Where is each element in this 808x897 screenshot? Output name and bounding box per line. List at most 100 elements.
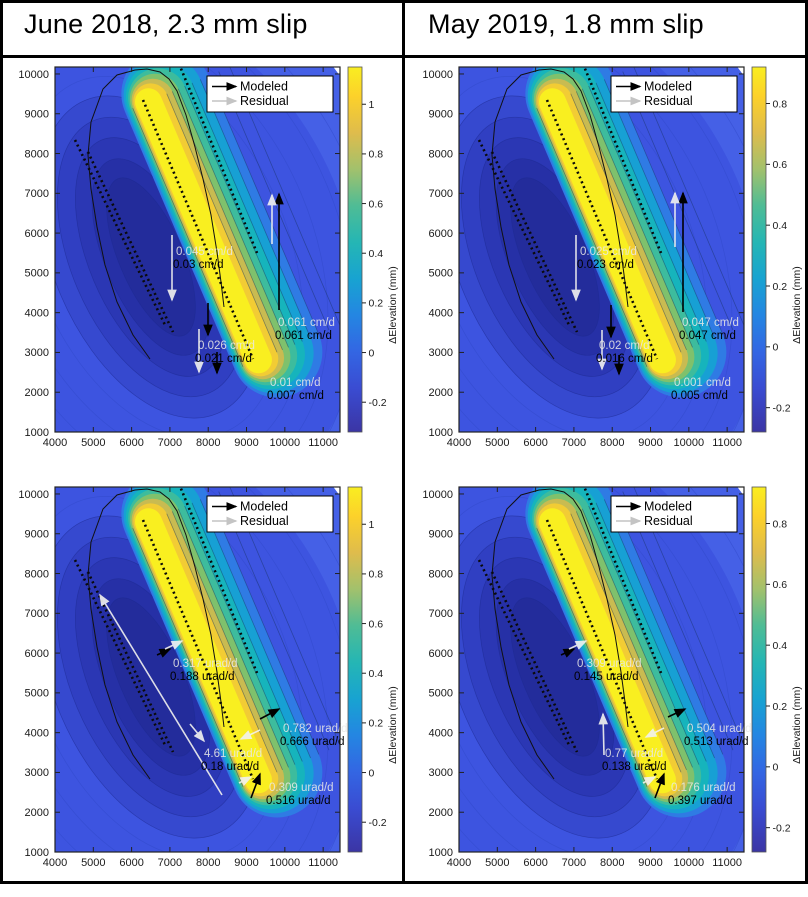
legend-label-residual: Residual	[644, 94, 693, 108]
contour-band-layer	[166, 93, 278, 353]
leveling-route-dotted-line	[178, 67, 259, 254]
y-tick-label: 2000	[429, 387, 453, 399]
colorbar-tick-label: 0.2	[773, 281, 788, 293]
x-tick-label: 9000	[638, 857, 662, 869]
modeled-arrow	[667, 708, 687, 718]
colorbar-tick-label: 0.4	[369, 668, 384, 680]
contour-band-layer	[538, 508, 676, 794]
x-tick-label: 8000	[196, 857, 220, 869]
survey-outline	[87, 488, 225, 780]
modeled-arrow	[259, 708, 281, 720]
contour-band-layer	[581, 88, 693, 348]
x-tick-label: 9000	[234, 437, 258, 449]
x-tick-label: 10000	[270, 857, 301, 869]
residual-arrow	[598, 712, 609, 756]
annotation-black-line: 0.007 cm/d	[267, 390, 324, 402]
annotations: 0.045 cm/d0.03 cm/d 0.061 cm/d0.061 cm/d 0…	[173, 246, 335, 402]
y-tick-label: 9000	[25, 529, 49, 541]
residual-arrow	[642, 776, 657, 786]
contour-ellipse	[459, 67, 733, 432]
contour-panel-top-right: 0.025 cm/d0.023 cm/d 0.047 cm/d0.047 cm/d…	[422, 66, 803, 449]
colorbar-tick-label: 1	[369, 519, 375, 531]
colorbar-tick-label: 0.2	[773, 701, 788, 713]
annotation-black-line: 0.18 urad/d	[201, 761, 259, 773]
y-tick-label: 3000	[429, 347, 453, 359]
colorbar-tick-label: -0.2	[773, 822, 791, 834]
colorbar-tick-label: 0.4	[369, 248, 384, 260]
x-tick-label: 4000	[447, 857, 471, 869]
colorbar	[347, 486, 363, 853]
colorbar-tick-label: 0.4	[773, 220, 788, 232]
contour-band-layer	[191, 502, 303, 762]
y-tick-label: 7000	[429, 608, 453, 620]
y-tick-label: 1000	[429, 427, 453, 439]
residual-arrow	[164, 640, 184, 650]
colorbar-tick-label: 1	[369, 99, 375, 111]
axes-box	[54, 66, 341, 433]
colorbar-axis-label: ΔElevation (mm)	[387, 266, 399, 344]
contour-band-layer	[595, 82, 707, 342]
survey-outline	[87, 68, 225, 360]
x-tick-label: 6000	[523, 437, 547, 449]
annotation-black-line: 0.666 urad/d	[280, 736, 345, 748]
colorbar-tick-label: 0.4	[773, 640, 788, 652]
axes-box	[458, 66, 745, 433]
colorbar-tick-label: 0.6	[773, 159, 788, 171]
y-tick-label: 5000	[25, 268, 49, 280]
annotation-white-line: 0.047 cm/d	[682, 317, 739, 329]
x-tick-label: 8000	[196, 437, 220, 449]
legend-label-residual: Residual	[240, 514, 289, 528]
x-tick-label: 10000	[674, 437, 705, 449]
annotation-black-line: 0.03 cm/d	[173, 259, 224, 271]
y-tick-label: 10000	[422, 489, 453, 501]
y-tick-label: 10000	[422, 69, 453, 81]
residual-arrow	[644, 727, 665, 738]
leveling-route-dotted-line	[490, 151, 579, 333]
x-tick-label: 7000	[158, 437, 182, 449]
y-tick-label: 4000	[429, 727, 453, 739]
contour-ellipse	[459, 487, 733, 852]
y-tick-label: 1000	[429, 847, 453, 859]
contour-band-layer	[595, 502, 707, 762]
colorbar-tick-label: 0	[369, 347, 375, 359]
annotation-white-line: 0.317 urad/d	[173, 658, 238, 670]
y-tick-label: 3000	[429, 767, 453, 779]
contour-band-layer	[581, 508, 693, 768]
contour-ellipse	[510, 597, 600, 757]
annotation-white-line: 0.782 urad/d	[283, 723, 348, 735]
contour-band-layer	[132, 528, 244, 787]
x-tick-label: 4000	[43, 437, 67, 449]
y-tick-label: 6000	[429, 228, 453, 240]
x-tick-label: 6000	[119, 437, 143, 449]
y-tick-label: 6000	[25, 228, 49, 240]
contour-band-layer	[200, 79, 311, 339]
leveling-route-dotted-line	[86, 151, 175, 333]
leveling-route-dotted-line	[141, 99, 255, 360]
residual-arrow	[568, 640, 588, 650]
leveling-route-dotted-line	[141, 519, 255, 780]
colorbar-tick-label: 0.6	[369, 198, 384, 210]
axes: 4000 5000 6000 7000 8000 9000 10000 11000 10000 9…	[422, 66, 745, 449]
x-tick-label: 11000	[308, 437, 338, 449]
colorbar-tick-label: -0.2	[773, 402, 791, 414]
contour-band-layer	[177, 88, 289, 348]
annotation-black-line: 0.061 cm/d	[275, 330, 332, 342]
contour-band-layer	[575, 511, 687, 771]
vector-arrows	[99, 593, 281, 799]
axes-box	[54, 486, 341, 853]
contour-band-layer	[184, 85, 296, 345]
contour-band-layer	[171, 511, 283, 771]
contour-band-layer	[200, 499, 311, 759]
contour-band-layer	[604, 499, 715, 759]
y-tick-label: 9000	[429, 109, 453, 121]
modeled-arrow	[654, 772, 665, 799]
y-tick-label: 8000	[429, 568, 453, 580]
column-divider-line	[402, 0, 405, 884]
colorbar-tick-label: 0	[773, 342, 779, 354]
modeled-arrow	[156, 648, 172, 658]
contour-art	[55, 487, 340, 852]
colorbar-tick-label: 0.2	[369, 718, 384, 730]
legend-label-modeled: Modeled	[644, 500, 692, 514]
